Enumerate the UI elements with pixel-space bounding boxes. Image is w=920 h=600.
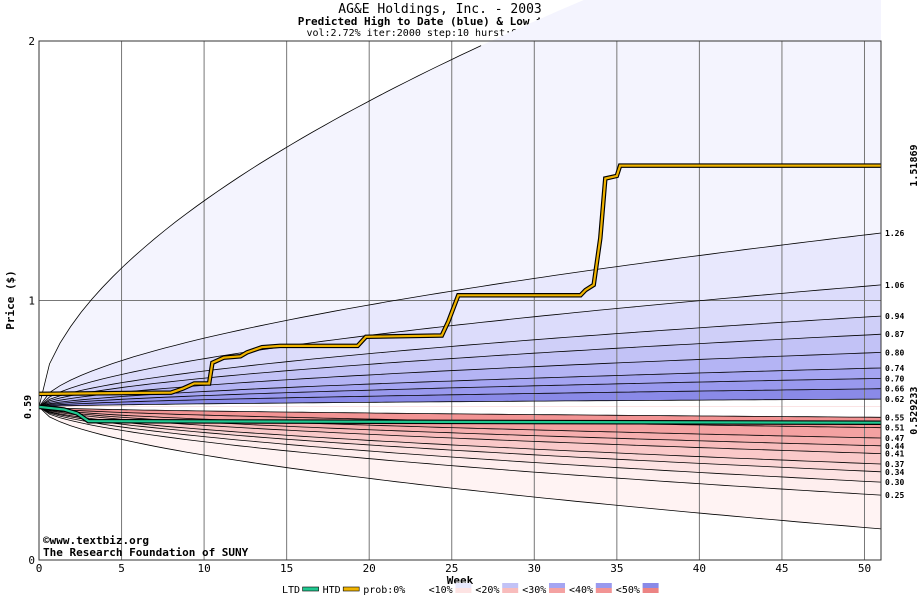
legend-label: prob:0% (363, 585, 405, 596)
ltd-value-label: 0.529233 (909, 387, 920, 435)
legend-swatch-lower (595, 588, 612, 593)
legend-label: LTD (282, 585, 300, 596)
legend-label: HTD (323, 585, 341, 596)
legend-swatch-lower (408, 588, 425, 593)
y-axis-ticks: 0 1 2 (28, 35, 35, 567)
upper-band-line (38, 367, 882, 408)
chart-title: AG&E Holdings, Inc. - 2003 (338, 2, 542, 17)
legend-swatch-upper (549, 583, 565, 588)
upper-band-line (38, 388, 882, 408)
chart-params: vol:2.72% iter:2000 step:10 hurst:0.57 d… (306, 28, 613, 39)
series (38, 163, 882, 425)
credit-website: ©www.textbiz.org (43, 534, 149, 547)
legend-swatch-lower (642, 588, 659, 593)
x-tick-label: 5 (118, 562, 125, 575)
legend-swatch-lower (502, 588, 519, 593)
legend-swatch-upper (595, 583, 612, 588)
upper-band-label: 0.87 (885, 330, 904, 339)
lower-band-label: 0.51 (885, 424, 904, 433)
legend-swatch-lower (549, 588, 565, 593)
upper-band-line (38, 232, 882, 408)
upper-band-line (38, 352, 882, 408)
legend-swatch-upper (455, 583, 472, 588)
legend-label: <50% (616, 585, 640, 596)
lower-band-line (38, 406, 882, 496)
x-tick-label: 35 (610, 562, 623, 575)
lower-band-line (38, 406, 882, 465)
start-price-label: 0.59 (23, 395, 34, 419)
lower-band-label: 0.44 (885, 442, 904, 451)
upper-band-line (38, 378, 882, 408)
lower-band-label: 0.41 (885, 450, 904, 459)
upper-envelope-line (38, 45, 482, 407)
upper-band-label: 0.70 (885, 374, 904, 383)
x-tick-label: 25 (445, 562, 458, 575)
credit-organization: The Research Foundation of SUNY (43, 546, 249, 559)
legend-swatch (342, 586, 360, 592)
upper-band-label: 0.66 (885, 385, 904, 394)
legend-label: <10% (429, 585, 453, 596)
lower-band-line (38, 406, 882, 473)
band-labels: 0.620.66 0.700.74 0.80 0.87 0.94 1.06 1.26 0.55… (885, 229, 904, 500)
upper-band-line (38, 315, 882, 408)
y-tick-label: 1 (28, 295, 35, 308)
lower-band-label: 0.34 (885, 468, 904, 477)
band-lines (38, 45, 882, 530)
x-tick-label: 30 (528, 562, 541, 575)
x-tick-label: 15 (280, 562, 293, 575)
legend-swatch-upper (502, 583, 519, 588)
x-tick-label: 10 (197, 562, 210, 575)
legend: LTD HTD prob:0% <10% <20% <30% <40% <50% (282, 583, 659, 596)
ltd-line (38, 405, 882, 424)
upper-band-line (38, 333, 882, 408)
x-tick-label: 50 (858, 562, 871, 575)
upper-band-line (38, 398, 882, 408)
x-tick-label: 45 (775, 562, 788, 575)
x-tick-label: 40 (693, 562, 706, 575)
legend-label: <40% (569, 585, 593, 596)
legend-label: <30% (522, 585, 546, 596)
x-tick-label: 0 (36, 562, 43, 575)
lower-band-label: 0.55 (885, 413, 904, 422)
y-tick-label: 0 (28, 554, 35, 567)
upper-band-line (38, 284, 882, 408)
upper-band-label: 0.62 (885, 395, 904, 404)
lower-band (39, 406, 881, 418)
lower-band-line (38, 406, 882, 439)
upper-band-label: 0.80 (885, 348, 904, 357)
y-axis-label: Price ($) (4, 270, 17, 330)
upper-band-label: 0.94 (885, 312, 904, 321)
lower-band-line (38, 406, 882, 418)
lower-band-label: 0.37 (885, 460, 904, 469)
lower-band-label: 0.25 (885, 491, 904, 500)
htd-line (38, 164, 881, 395)
plot-frame (38, 40, 882, 561)
legend-swatch-upper (642, 583, 659, 588)
lower-band-label: 0.30 (885, 478, 904, 487)
upper-band-label: 0.74 (885, 364, 904, 373)
upper-band-label: 1.26 (885, 229, 904, 238)
upper-band (39, 399, 881, 407)
lower-band-line (38, 406, 882, 454)
upper-band-label: 1.06 (885, 281, 904, 290)
x-tick-label: 20 (363, 562, 376, 575)
legend-label: <20% (475, 585, 499, 596)
y-tick-label: 2 (28, 35, 35, 48)
legend-swatch-upper (408, 583, 425, 588)
lower-band-line (38, 406, 882, 483)
legend-swatch-lower (455, 588, 472, 593)
lower-band-label: 0.47 (885, 434, 904, 443)
lower-envelope-line (38, 406, 882, 530)
legend-swatch (302, 586, 319, 592)
x-axis-ticks: 0 5 10 15 20 25 30 35 40 45 50 (36, 562, 871, 575)
htd-value-label: 1.51869 (909, 144, 920, 186)
